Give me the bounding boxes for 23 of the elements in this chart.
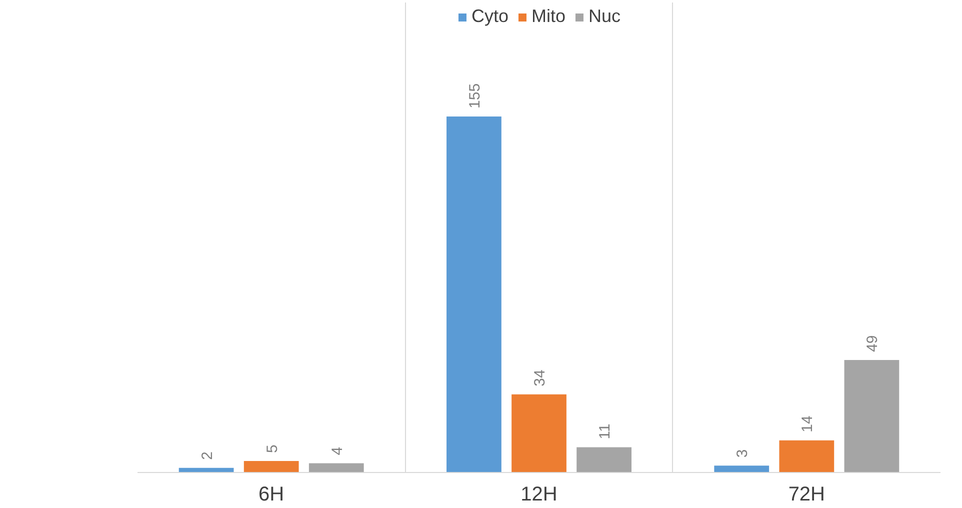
data-label: 34 — [532, 370, 548, 386]
bar — [308, 463, 364, 472]
data-label: 2 — [198, 452, 216, 460]
data-label: 14 — [799, 416, 816, 432]
bar — [844, 360, 900, 472]
bar — [714, 466, 770, 472]
bar — [779, 440, 834, 472]
bar — [512, 394, 566, 472]
data-label: 49 — [864, 335, 882, 352]
legend-label: Cyto — [471, 6, 508, 27]
data-label: 3 — [734, 449, 752, 458]
data-label: 155 — [466, 83, 484, 108]
x-tick-label: 72H — [788, 484, 826, 506]
bar — [446, 116, 502, 472]
x-tick-label: 12H — [520, 484, 558, 506]
bar — [576, 447, 632, 472]
legend-label: Mito — [531, 6, 566, 27]
data-label: 4 — [328, 446, 346, 456]
legend-label: Nuc — [588, 6, 621, 27]
data-label: 5 — [264, 444, 281, 454]
bar — [244, 461, 299, 472]
data-label: 11 — [596, 424, 614, 440]
x-tick-label: 6H — [258, 484, 284, 506]
